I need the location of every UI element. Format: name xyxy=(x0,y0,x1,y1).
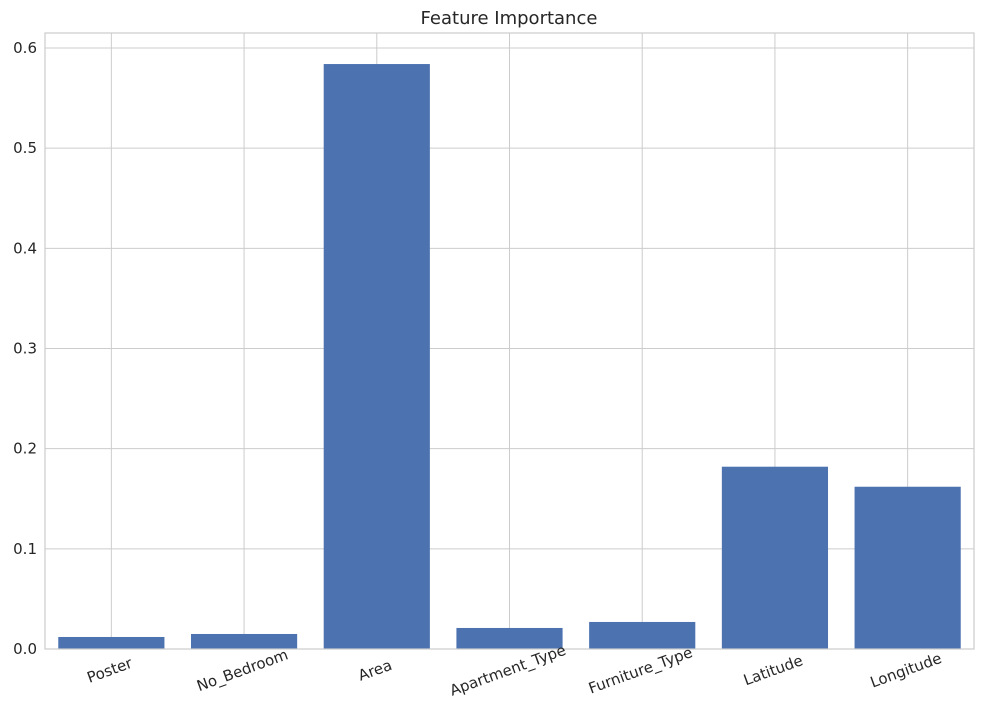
y-tick-label: 0.4 xyxy=(13,239,37,257)
bar-area xyxy=(323,64,430,649)
chart-title: Feature Importance xyxy=(421,8,598,29)
y-tick-label: 0.3 xyxy=(13,340,37,358)
x-tick-label: Latitude xyxy=(741,651,805,689)
bars xyxy=(58,64,961,649)
x-tick-label: No_Bedroom xyxy=(194,645,290,696)
x-axis-ticks: Poster No_Bedroom Area Apartment_Type Furnit… xyxy=(85,641,944,701)
x-tick-label: Apartment_Type xyxy=(447,641,568,701)
bar-furniture-type xyxy=(589,621,696,649)
y-tick-label: 0.5 xyxy=(13,139,37,157)
x-tick-label: Furniture_Type xyxy=(586,643,695,698)
x-tick-label: Poster xyxy=(85,654,136,687)
bar-no-bedroom xyxy=(190,633,298,649)
y-tick-label: 0.2 xyxy=(13,440,37,458)
y-axis-ticks: 0.0 0.1 0.2 0.3 0.4 0.5 0.6 xyxy=(13,39,37,658)
bar-apartment-type xyxy=(456,627,563,649)
plot-frame xyxy=(44,32,975,650)
y-tick-label: 0.6 xyxy=(13,39,37,57)
x-tick-label: Longitude xyxy=(868,649,944,691)
bar-poster xyxy=(58,636,165,649)
grid-lines xyxy=(45,33,974,650)
y-tick-label: 0.0 xyxy=(13,640,37,658)
y-tick-label: 0.1 xyxy=(13,540,37,558)
x-tick-label: Area xyxy=(356,656,395,685)
bar-latitude xyxy=(721,466,829,649)
bar-longitude xyxy=(854,486,961,649)
